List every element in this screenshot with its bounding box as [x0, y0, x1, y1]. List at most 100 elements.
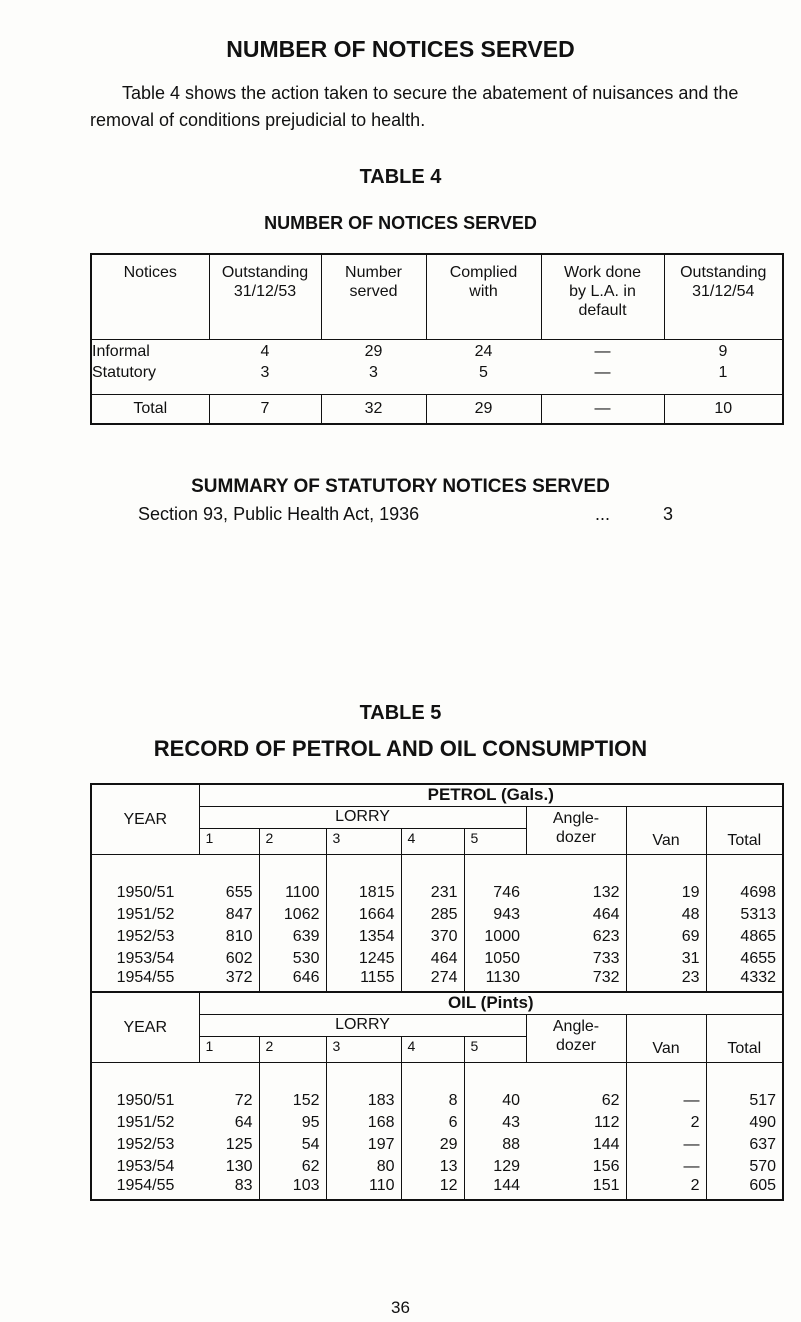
lorry-number: 2 [258, 828, 326, 855]
lorry-number: 1 [198, 1036, 259, 1063]
value-cell: 64 [234, 1114, 253, 1131]
total-cell: 10 [663, 393, 783, 424]
cell: 9 [718, 343, 728, 360]
value-cell: 1062 [258, 902, 326, 924]
value-cell: 370 [400, 924, 464, 946]
value-cell: 129 [463, 1154, 526, 1176]
value-cell: 83 [234, 1177, 253, 1194]
year-cell: 1954/55 [116, 969, 175, 986]
value-cell: 80 [325, 1154, 401, 1176]
column-header: Total [705, 806, 784, 855]
total-cell: Total [91, 393, 209, 424]
lorry-number: 3 [325, 828, 401, 855]
value-cell: 12 [400, 1176, 464, 1200]
value-cell: 151 [592, 1177, 620, 1194]
total-cell: 32 [320, 393, 426, 424]
cell: 3 [369, 364, 378, 381]
section-heading-row: YEAR PETROL (Gals.) [91, 784, 784, 855]
value-cell: 1815 [325, 854, 401, 902]
table4: Notices Outstanding 31/12/53 Number served… [90, 253, 784, 425]
column-header: Total [705, 1014, 784, 1063]
lorry-number: 2 [258, 1036, 326, 1063]
year-cell: 1954/55 [116, 1177, 175, 1194]
value-cell: 372 [225, 969, 253, 986]
value-cell: 103 [258, 1176, 326, 1200]
table4-subtitle: NUMBER OF NOTICES SERVED [264, 213, 537, 233]
value-cell: 732 [592, 969, 620, 986]
value-cell: 1130 [463, 968, 526, 992]
lorry-number: 5 [463, 828, 526, 855]
table5: YEAR PETROL (Gals.) LORRY Angle- dozer Van To… [90, 783, 785, 1201]
value-cell: 1664 [325, 902, 401, 924]
value-cell: 110 [325, 1176, 401, 1200]
lorry-number: 3 [325, 1036, 401, 1063]
column-header: Van [625, 1014, 706, 1063]
value-cell: 2 [625, 1110, 706, 1132]
group-row: LORRY Angle- dozer Van Total [91, 806, 784, 855]
group-header: LORRY [198, 1014, 526, 1037]
total-cell: 7 [208, 393, 321, 424]
data-row: 1954/55 372 646 1155 274 1130 732 23 4332 [91, 968, 784, 992]
lorry-number: 4 [400, 828, 464, 855]
value-cell: 464 [592, 906, 620, 923]
value-cell: 183 [325, 1062, 401, 1110]
value-cell: 637 [705, 1132, 784, 1154]
cell: 24 [474, 343, 493, 360]
column-header: Angle- dozer [525, 1014, 626, 1063]
year-cell: 1953/54 [116, 950, 175, 967]
summary-title: SUMMARY OF STATUTORY NOTICES SERVED [191, 476, 610, 497]
data-row: 1951/52 64 95 168 6 43 112 2 490 [91, 1110, 784, 1132]
year-cell: 1950/51 [116, 884, 175, 901]
data-row: 1953/54 130 62 80 13 129 156 —570 [91, 1154, 784, 1176]
value-cell: 464 [400, 946, 464, 968]
data-row: 1952/53 810 639 1354 370 1000 623 69 4865 [91, 924, 784, 946]
value-cell: 40 [463, 1062, 526, 1110]
value-cell: 623 [592, 928, 620, 945]
value-cell: 746 [463, 854, 526, 902]
year-cell: 1952/53 [116, 928, 175, 945]
value-cell: 5313 [705, 902, 784, 924]
value-cell: 1000 [463, 924, 526, 946]
section-heading: OIL (Pints) [198, 992, 784, 1015]
value-cell: 2 [625, 1176, 706, 1200]
intro: Table 4 shows the action taken to secure… [90, 83, 739, 130]
row: Informal 4 29 24 — 9 [91, 339, 783, 361]
data-row: 1952/53 125 54 197 29 88 144 —637 [91, 1132, 784, 1154]
value-cell: 88 [463, 1132, 526, 1154]
value-cell: 43 [463, 1110, 526, 1132]
cell: 3 [260, 364, 270, 381]
cell: 29 [364, 343, 383, 360]
value-cell: 144 [592, 1136, 620, 1153]
summary-leader: ... [595, 504, 611, 524]
value-cell: — [625, 1062, 706, 1110]
year-cell: 1951/52 [116, 1114, 175, 1131]
value-cell: 4332 [705, 968, 784, 992]
value-cell: 13 [400, 1154, 464, 1176]
value-cell: 639 [258, 924, 326, 946]
total-cell: — [540, 393, 664, 424]
year-cell: 1952/53 [116, 1136, 175, 1153]
value-cell: 72 [234, 1092, 253, 1109]
value-cell: 197 [325, 1132, 401, 1154]
cell: 5 [479, 364, 488, 381]
row: Statutory 3 3 5 — 1 [91, 361, 783, 394]
value-cell: 8 [400, 1062, 464, 1110]
cell: — [594, 343, 611, 360]
header-cell: Notices [91, 254, 209, 340]
value-cell: 54 [258, 1132, 326, 1154]
value-cell: 168 [325, 1110, 401, 1132]
value-cell: 62 [601, 1092, 620, 1109]
cell: 1 [718, 364, 728, 381]
lorry-number: 4 [400, 1036, 464, 1063]
value-cell: 231 [400, 854, 464, 902]
summary-item: Section 93, Public Health Act, 1936 [138, 504, 420, 524]
table5-subtitle: RECORD OF PETROL AND OIL CONSUMPTION [153, 736, 648, 761]
value-cell: 285 [400, 902, 464, 924]
value-cell: 130 [225, 1158, 253, 1175]
value-cell: 132 [592, 884, 620, 901]
value-cell: 69 [625, 924, 706, 946]
cell: 4 [260, 343, 270, 360]
value-cell: 48 [625, 902, 706, 924]
value-cell: 1245 [325, 946, 401, 968]
